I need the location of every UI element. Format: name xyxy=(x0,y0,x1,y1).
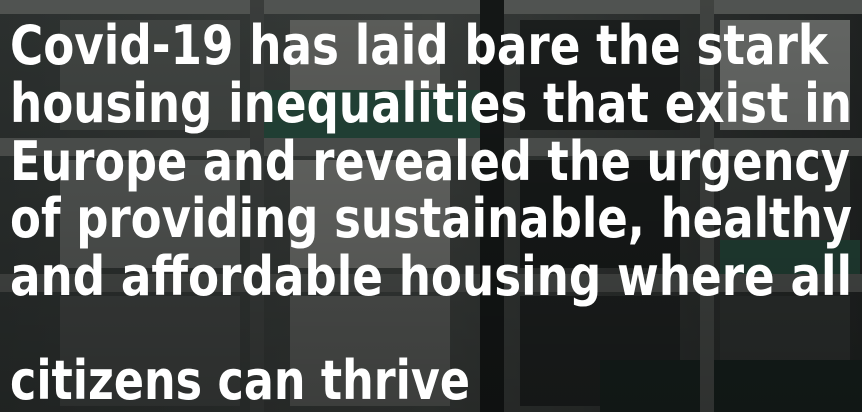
quote-line: housing inequalities that exist in xyxy=(10,72,852,135)
quote-line: Europe and revealed the urgency xyxy=(10,130,850,193)
quote-line: of providing sustainable, healthy xyxy=(10,187,852,250)
quote-line: and affordable housing where all xyxy=(10,245,852,308)
quote-text: Covid-19 has laid bare the stark housing… xyxy=(10,14,852,412)
quote-line: Covid-19 has laid bare the stark xyxy=(10,14,829,77)
quote-line: citizens can thrive xyxy=(10,349,470,412)
